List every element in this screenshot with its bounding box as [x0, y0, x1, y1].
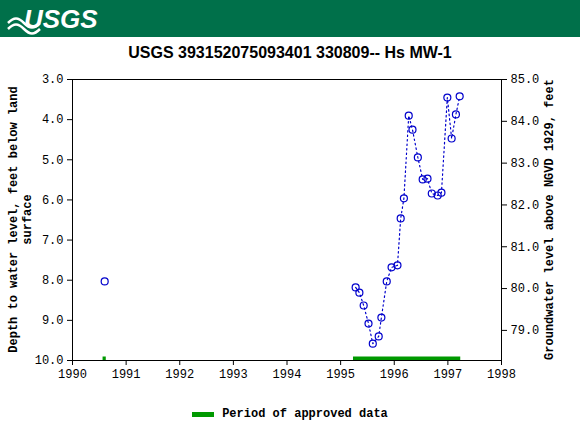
svg-text:79.0: 79.0	[511, 324, 540, 338]
svg-text:5.0: 5.0	[42, 154, 64, 168]
svg-text:80.0: 80.0	[511, 282, 540, 296]
html-text:USGS 393152075093401 330809--: USGS 393152075093401 330809-- Hs MW-1	[128, 44, 452, 61]
svg-text:6.0: 6.0	[42, 194, 64, 208]
svg-text:1994: 1994	[273, 368, 302, 382]
svg-text:1998: 1998	[487, 368, 516, 382]
svg-text:9.0: 9.0	[42, 314, 64, 328]
svg-text:84.0: 84.0	[511, 115, 540, 129]
svg-text:3.0: 3.0	[42, 73, 64, 87]
svg-text:7.0: 7.0	[42, 234, 64, 248]
svg-text:82.0: 82.0	[511, 199, 540, 213]
html-text:Period of approved data: Period of approved data	[222, 407, 388, 421]
svg-text:1991: 1991	[112, 368, 141, 382]
svg-text:4.0: 4.0	[42, 113, 64, 127]
svg-text:1990: 1990	[58, 368, 87, 382]
svg-text:83.0: 83.0	[511, 157, 540, 171]
svg-text:1997: 1997	[433, 368, 462, 382]
svg-text:USGS: USGS	[24, 4, 98, 34]
svg-text:1995: 1995	[326, 368, 355, 382]
svg-text:1996: 1996	[380, 368, 409, 382]
svg-text:Depth to water level, feet bel: Depth to water level, feet below land	[7, 86, 21, 352]
svg-text:10.0: 10.0	[35, 354, 64, 368]
svg-text:1993: 1993	[219, 368, 248, 382]
svg-text:81.0: 81.0	[511, 241, 540, 255]
svg-text:85.0: 85.0	[511, 73, 540, 87]
svg-text:8.0: 8.0	[42, 274, 64, 288]
svg-text:1992: 1992	[165, 368, 194, 382]
svg-text:surface: surface	[21, 194, 35, 244]
svg-text:Groundwater level above NGVD 1: Groundwater level above NGVD 1929, feet	[543, 79, 557, 360]
